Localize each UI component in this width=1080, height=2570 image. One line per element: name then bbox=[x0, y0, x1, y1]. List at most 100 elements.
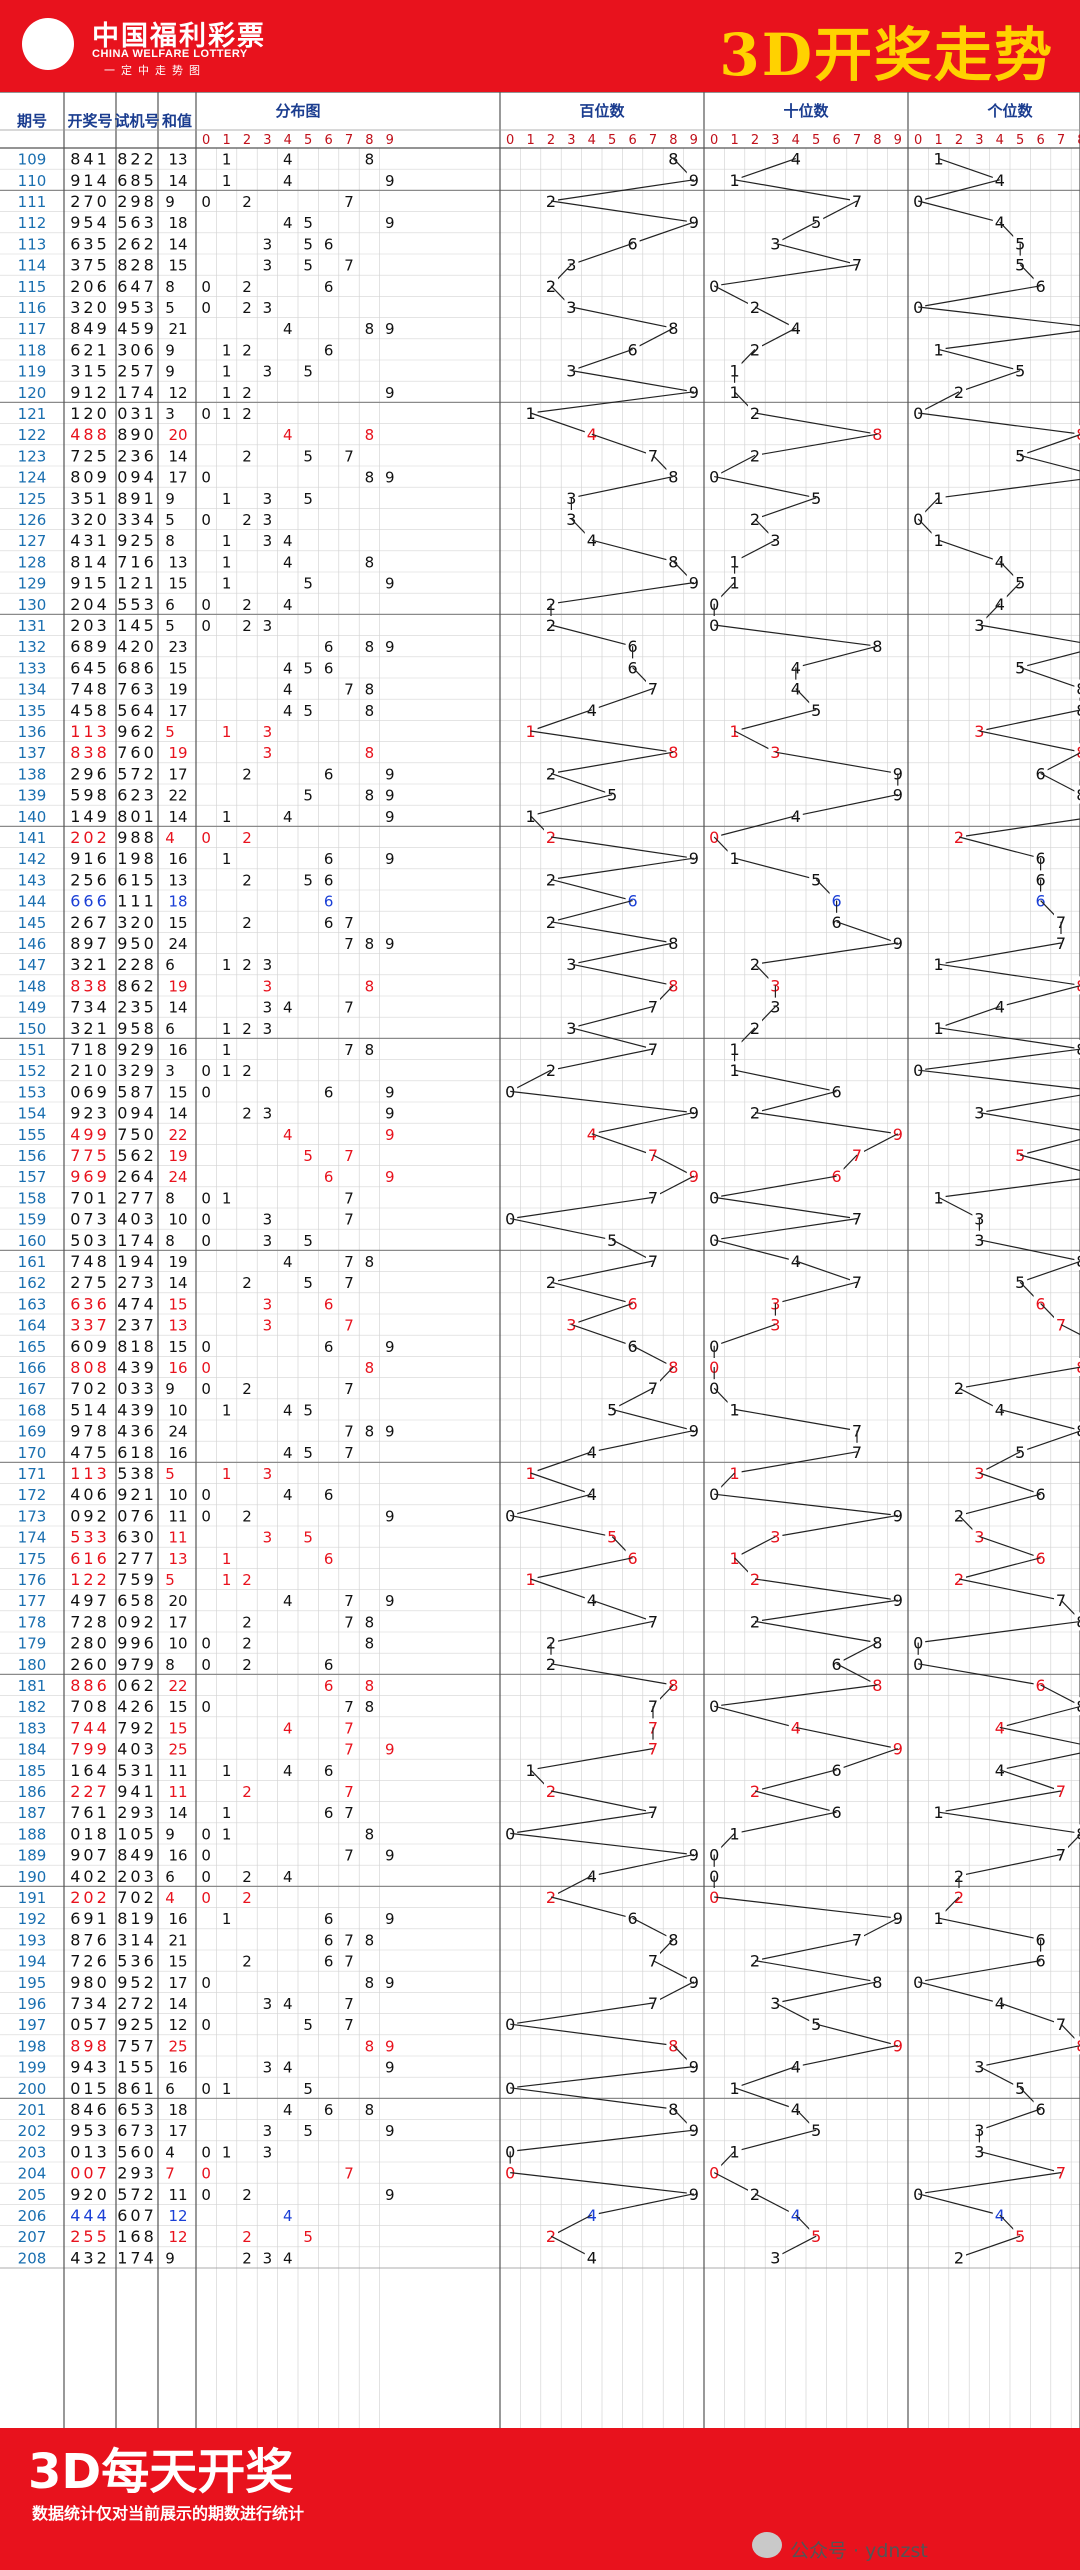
digit-header: 2 bbox=[547, 133, 555, 148]
test-number: 237 bbox=[117, 1316, 157, 1335]
sum-value: 14 bbox=[168, 1105, 187, 1123]
draw-number: 636 bbox=[70, 1294, 110, 1313]
period-number: 182 bbox=[18, 1698, 47, 1716]
trend-line bbox=[979, 730, 1080, 753]
test-number: 921 bbox=[117, 1485, 157, 1504]
distribution-digit: 7 bbox=[344, 1804, 354, 1822]
sum-value: 16 bbox=[168, 850, 187, 868]
sum-value: 8 bbox=[165, 1232, 175, 1250]
test-number: 801 bbox=[117, 807, 157, 826]
distribution-digit: 7 bbox=[344, 1041, 354, 1059]
digit-header: 3 bbox=[567, 133, 575, 148]
test-number: 958 bbox=[117, 1019, 157, 1038]
distribution-digit: 7 bbox=[344, 1953, 354, 1971]
trend-line bbox=[550, 582, 694, 605]
draw-number: 351 bbox=[70, 489, 110, 508]
trend-line bbox=[754, 1578, 898, 1601]
test-number: 272 bbox=[117, 1994, 157, 2013]
trend-line bbox=[510, 2172, 694, 2195]
period-number: 126 bbox=[18, 511, 47, 529]
test-number: 403 bbox=[117, 1210, 157, 1229]
trend-line bbox=[714, 1175, 837, 1198]
digit-header: 5 bbox=[812, 133, 820, 148]
trend-line bbox=[510, 2087, 674, 2110]
sum-value: 11 bbox=[168, 1762, 187, 1780]
period-number: 153 bbox=[18, 1083, 47, 1101]
draw-number: 838 bbox=[70, 976, 110, 995]
trend-line bbox=[1060, 1324, 1080, 1336]
distribution-digit: 2 bbox=[242, 596, 252, 614]
distribution-digit: 5 bbox=[303, 2228, 313, 2246]
digit-header: 8 bbox=[1077, 133, 1080, 148]
distribution-digit: 1 bbox=[222, 1401, 232, 1419]
distribution-digit: 1 bbox=[222, 1020, 232, 1038]
digit-bg bbox=[686, 573, 701, 592]
test-number: 121 bbox=[117, 574, 157, 593]
distribution-digit: 0 bbox=[201, 299, 211, 317]
digit-bg bbox=[768, 2248, 783, 2267]
digit-bg bbox=[1074, 700, 1080, 719]
period-number: 117 bbox=[18, 320, 47, 338]
period-number: 113 bbox=[18, 235, 47, 253]
distribution-digit: 5 bbox=[303, 1274, 313, 1292]
trend-line bbox=[918, 1981, 1000, 2004]
distribution-digit: 7 bbox=[344, 447, 354, 465]
distribution-digit: 7 bbox=[344, 914, 354, 932]
test-number: 436 bbox=[117, 1422, 157, 1441]
trend-line bbox=[958, 1578, 1062, 1601]
sum-value: 6 bbox=[165, 956, 175, 974]
draw-number: 227 bbox=[70, 1782, 110, 1801]
test-number: 647 bbox=[117, 277, 157, 296]
period-number: 131 bbox=[18, 617, 47, 635]
sum-value: 13 bbox=[168, 1550, 187, 1568]
trend-line bbox=[530, 412, 592, 435]
distribution-digit: 8 bbox=[365, 1825, 375, 1843]
test-number: 194 bbox=[117, 1252, 157, 1271]
period-number: 151 bbox=[18, 1041, 47, 1059]
distribution-digit: 0 bbox=[201, 1974, 211, 1992]
trend-line bbox=[795, 794, 898, 817]
distribution-digit: 3 bbox=[263, 1529, 273, 1547]
trend-line bbox=[591, 433, 654, 456]
period-number: 178 bbox=[18, 1613, 47, 1631]
period-number: 116 bbox=[18, 299, 47, 317]
trend-line bbox=[1020, 434, 1080, 456]
distribution-digit: 2 bbox=[242, 1656, 252, 1674]
period-number: 206 bbox=[18, 2207, 47, 2225]
distribution-digit: 8 bbox=[365, 977, 375, 995]
trend-line bbox=[938, 963, 1080, 986]
distribution-digit: 6 bbox=[324, 278, 334, 296]
sum-value: 9 bbox=[165, 193, 175, 211]
col-header-sum: 和值 bbox=[162, 112, 192, 130]
distribution-digit: 8 bbox=[365, 426, 375, 444]
distribution-digit: 1 bbox=[222, 151, 232, 169]
distribution-digit: 7 bbox=[344, 1380, 354, 1398]
draw-number: 907 bbox=[70, 1846, 110, 1865]
distribution-digit: 2 bbox=[242, 1783, 252, 1801]
test-number: 925 bbox=[117, 531, 157, 550]
digit-header: 3 bbox=[263, 133, 271, 148]
sum-value: 14 bbox=[168, 1274, 187, 1292]
distribution-digit: 2 bbox=[242, 341, 252, 359]
distribution-digit: 5 bbox=[303, 1401, 313, 1419]
test-number: 685 bbox=[117, 171, 157, 190]
trend-line bbox=[571, 1302, 633, 1326]
distribution-digit: 2 bbox=[242, 2186, 252, 2204]
period-number: 198 bbox=[18, 2037, 47, 2055]
distribution-digit: 5 bbox=[303, 363, 313, 381]
sum-value: 12 bbox=[168, 2016, 187, 2034]
sum-value: 22 bbox=[168, 1126, 187, 1144]
draw-number: 275 bbox=[70, 1273, 110, 1292]
test-number: 929 bbox=[117, 1040, 157, 1059]
distribution-digit: 2 bbox=[242, 1953, 252, 1971]
trend-line bbox=[1020, 1430, 1080, 1453]
sum-value: 15 bbox=[168, 1953, 187, 1971]
sum-value: 24 bbox=[168, 1168, 187, 1186]
test-number: 564 bbox=[117, 701, 157, 720]
period-number: 138 bbox=[18, 765, 47, 783]
trend-line bbox=[775, 1281, 858, 1304]
draw-number: 914 bbox=[70, 171, 110, 190]
distribution-digit: 1 bbox=[222, 1189, 232, 1207]
distribution-digit: 9 bbox=[385, 765, 395, 783]
